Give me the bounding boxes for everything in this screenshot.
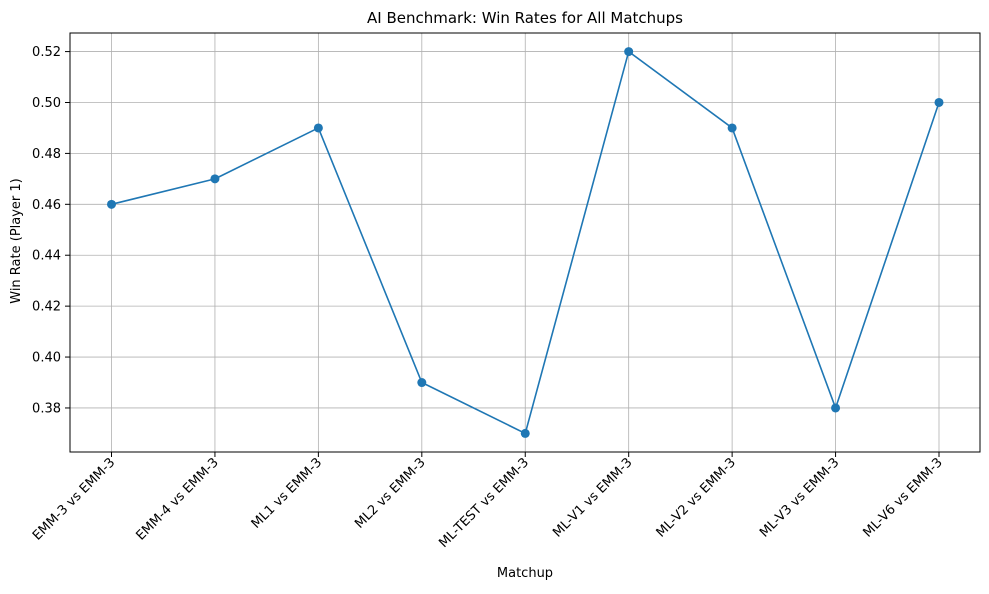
x-tick-label: ML-V6 vs EMM-3: [861, 455, 946, 540]
x-axis-label: Matchup: [497, 566, 553, 581]
y-tick-label: 0.40: [32, 351, 61, 366]
y-tick-label: 0.44: [32, 249, 61, 264]
data-point: [831, 403, 841, 413]
x-tick-label: EMM-4 vs EMM-3: [133, 455, 221, 543]
y-tick-label: 0.50: [32, 96, 61, 111]
chart-title: AI Benchmark: Win Rates for All Matchups: [367, 9, 683, 27]
y-tick-label: 0.38: [32, 401, 61, 416]
x-tick-label: ML1 vs EMM-3: [249, 455, 325, 531]
y-axis-label: Win Rate (Player 1): [9, 178, 24, 304]
data-point: [934, 97, 944, 107]
grid-layer: [70, 33, 980, 452]
y-tick-label: 0.46: [32, 198, 61, 213]
data-point: [210, 174, 220, 184]
x-tick-label: ML2 vs EMM-3: [352, 455, 428, 531]
data-point: [727, 123, 737, 133]
data-point: [417, 378, 427, 388]
data-point: [624, 47, 634, 57]
data-point: [313, 123, 323, 133]
y-tick-label: 0.42: [32, 300, 61, 315]
data-point: [107, 199, 116, 209]
tick-layer: EMM-3 vs EMM-3 EMM-4 vs EMM-3 ML1 vs EMM-3…: [30, 45, 946, 551]
x-tick-label: EMM-3 vs EMM-3: [30, 455, 118, 543]
y-tick-label: 0.48: [32, 147, 61, 162]
x-tick-label: ML-TEST vs EMM-3: [436, 455, 532, 551]
y-tick-label: 0.52: [32, 45, 61, 60]
x-tick-label: ML-V3 vs EMM-3: [757, 455, 842, 540]
data-point: [520, 428, 530, 438]
x-tick-label: ML-V1 vs EMM-3: [550, 455, 635, 540]
series-layer: [107, 47, 944, 438]
x-tick-label: ML-V2 vs EMM-3: [654, 455, 739, 540]
